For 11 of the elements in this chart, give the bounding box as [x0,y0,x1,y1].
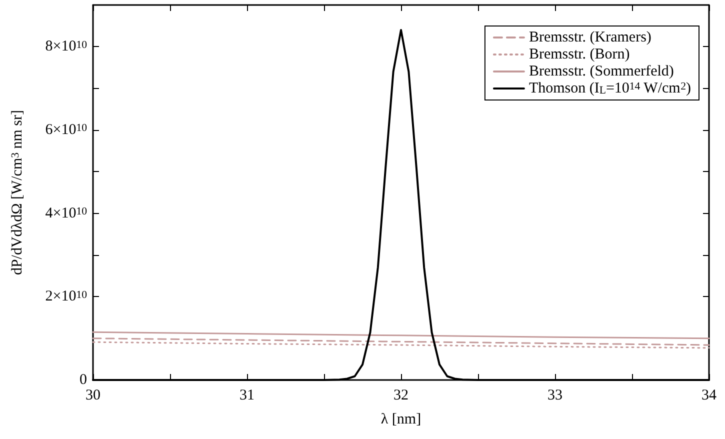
x-tick-label: 33 [548,388,562,404]
x-tick-label: 31 [240,388,254,404]
x-tick-label: 30 [86,388,100,404]
legend-label: Bremsstr. (Kramers) [528,30,652,46]
y-tick-label: 0 [80,372,88,388]
y-axis-title: dP/dVdλdΩ [W/cm3 nm sr] [10,110,26,276]
legend-label: Bremsstr. (Born) [528,46,630,62]
x-tick-label: 32 [394,388,408,404]
x-axis-title: λ [nm] [380,412,422,428]
legend-label: Bremsstr. (Sommerfeld) [528,64,674,80]
x-tick-label: 34 [702,388,717,404]
